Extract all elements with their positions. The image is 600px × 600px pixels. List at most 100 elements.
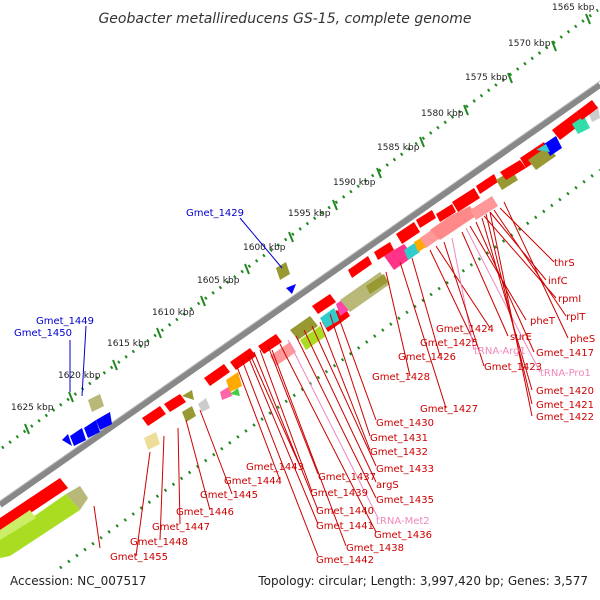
gene-label: Gmet_1422 — [536, 412, 594, 423]
kbp-tick-label: 1580 kbp — [421, 109, 464, 119]
gene-label: Gmet_1441 — [316, 521, 374, 532]
kbp-tick-mark — [332, 199, 338, 211]
gene-feature — [476, 174, 498, 194]
leader-line — [239, 217, 283, 269]
gene-feature — [204, 364, 230, 386]
gene-feature — [348, 256, 372, 278]
leader-line — [249, 353, 301, 467]
gene-label: thrS — [554, 258, 575, 269]
gene-feature — [286, 284, 296, 294]
gene-feature — [198, 398, 210, 412]
gene-label: Gmet_1417 — [536, 348, 594, 359]
gene-label: tRNA-Met2 — [376, 516, 430, 527]
leader-line — [319, 321, 371, 451]
leader-line — [135, 451, 151, 557]
gene-feature — [62, 434, 72, 446]
gene-feature — [552, 112, 584, 140]
leader-line — [259, 349, 313, 493]
kbp-ticks: 1565 kbp 1570 kbp 1575 kbp 1580 kbp 1585… — [11, 3, 595, 435]
gene-label: Gmet_1436 — [374, 530, 432, 541]
leader-line — [429, 249, 475, 343]
gene-feature — [588, 106, 600, 122]
leader-line — [411, 257, 441, 357]
gene-label: Gmet_1425 — [420, 338, 478, 349]
kbp-tick-mark — [200, 295, 206, 307]
gene-feature — [230, 388, 240, 396]
gene-label: pheS — [570, 334, 595, 345]
gene-label: Gmet_1438 — [346, 543, 404, 554]
leader-line — [303, 329, 377, 483]
kbp-tick-label: 1625 kbp — [11, 403, 54, 413]
gene-feature — [452, 188, 480, 212]
kbp-tick-mark — [244, 263, 250, 275]
gene-label: Gmet_1439 — [310, 488, 368, 499]
leader-line — [335, 309, 377, 421]
leader-line — [177, 427, 181, 525]
gene-feature — [88, 394, 104, 412]
gene-feature — [270, 342, 296, 366]
gene-label: Gmet_1440 — [316, 506, 374, 517]
leader-line — [493, 209, 567, 317]
gene-label: tRNA-Arg1 — [474, 346, 526, 357]
leader-line — [461, 231, 509, 337]
leader-line — [235, 363, 281, 481]
leader-line — [159, 435, 165, 541]
leader-line — [241, 359, 319, 557]
gene-label: Gmet_1448 — [130, 537, 188, 548]
gene-feature — [66, 486, 88, 510]
gene-label: Gmet_1433 — [376, 464, 434, 475]
gene-label: Gmet_1420 — [536, 386, 594, 397]
gene-feature — [0, 494, 80, 558]
leader-line — [93, 505, 101, 549]
leader-line — [287, 339, 379, 519]
gene-feature — [300, 326, 326, 350]
leader-line — [81, 325, 87, 397]
gene-label: Gmet_1447 — [152, 522, 210, 533]
genome-backbone — [0, 82, 600, 508]
leader-line — [247, 355, 319, 525]
gene-label: Gmet_1431 — [370, 433, 428, 444]
gene-label: tRNA-Pro1 — [540, 368, 591, 379]
gene-feature — [96, 412, 112, 430]
leader-line — [481, 217, 533, 391]
leader-line — [271, 349, 347, 547]
gene-feature — [312, 294, 336, 314]
kbp-tick-label: 1620 kbp — [58, 371, 101, 381]
gene-feature — [396, 222, 420, 244]
genome-title: Geobacter metallireducens GS-15, complet… — [98, 11, 471, 27]
leader-line — [489, 211, 533, 417]
kbp-tick-mark — [585, 13, 591, 25]
gene-label: Gmet_1444 — [224, 476, 282, 487]
kbp-tick-label: 1605 kbp — [197, 276, 240, 286]
leader-line — [465, 227, 541, 373]
leader-lines — [69, 201, 569, 557]
gene-feature — [430, 206, 476, 240]
gene-feature — [416, 210, 436, 228]
gene-label: Gmet_1450 — [14, 328, 72, 339]
leader-line — [451, 237, 475, 351]
gene-label: Gmet_1446 — [176, 507, 234, 518]
gene-feature — [374, 242, 394, 260]
gene-feature — [182, 406, 196, 422]
gene-label: infC — [548, 276, 568, 287]
kbp-tick-mark — [376, 167, 382, 179]
genome-backbone-highlight — [0, 80, 600, 502]
kbp-tick-mark — [24, 423, 30, 435]
gene-label: Gmet_1421 — [536, 400, 594, 411]
gene-feature — [572, 116, 590, 134]
leader-line — [329, 313, 371, 437]
gene-label: Gmet_1428 — [372, 372, 430, 383]
gene-feature — [84, 420, 100, 438]
gene-feature — [258, 334, 282, 354]
leader-line — [279, 343, 377, 533]
gene-label: Gmet_1427 — [420, 404, 478, 415]
kbp-dotted-track — [1, 8, 599, 450]
gene-feature — [536, 144, 550, 152]
gene-label: Gmet_1443 — [246, 462, 304, 473]
gene-label: pheT — [530, 316, 556, 327]
gene-label: Gmet_1435 — [376, 495, 434, 506]
leader-line — [311, 325, 377, 467]
genome-summary: Topology: circular; Length: 3,997,420 bp… — [258, 574, 588, 588]
gene-label: Gmet_1424 — [436, 324, 494, 335]
